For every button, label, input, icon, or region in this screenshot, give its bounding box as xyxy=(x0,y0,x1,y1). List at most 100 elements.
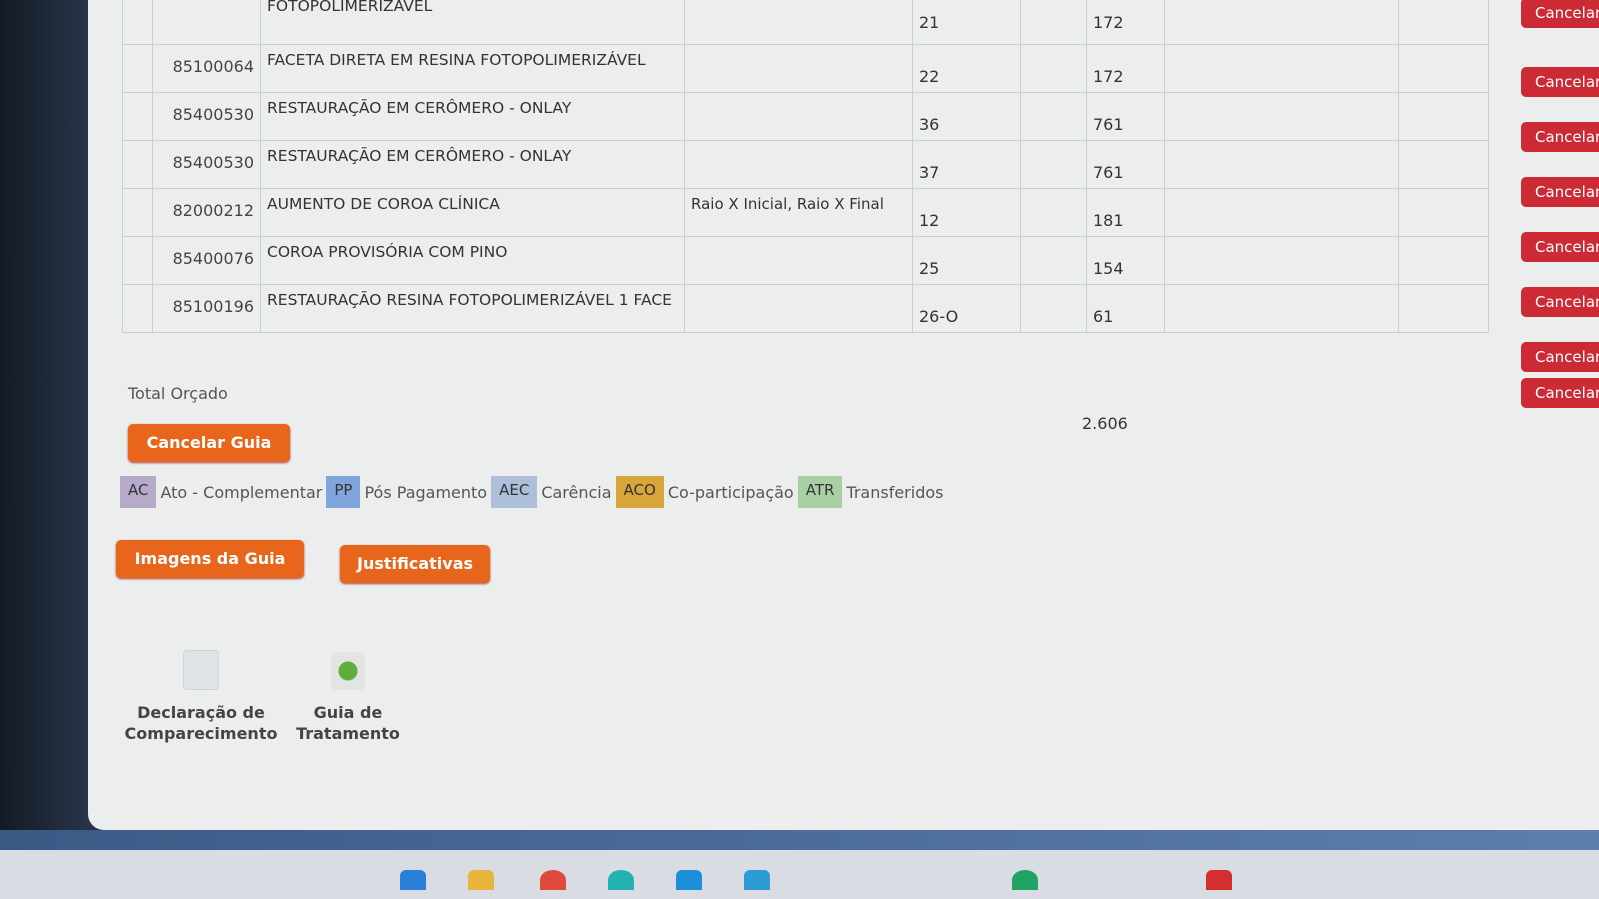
tooth-number: 37 xyxy=(912,140,1021,189)
procedure-observation xyxy=(684,44,913,93)
empty-cell xyxy=(1164,284,1399,333)
cancel-item-button[interactable]: Cancelar xyxy=(1521,287,1599,317)
tooth-number: 22 xyxy=(912,44,1021,93)
procedure-code: 82000212 xyxy=(152,188,261,237)
cancel-item-button[interactable]: Cancelar xyxy=(1521,342,1599,372)
procedure-value: 154 xyxy=(1086,236,1165,285)
procedure-code: 85100064 xyxy=(152,44,261,93)
window-border xyxy=(0,830,1599,850)
empty-cell xyxy=(1164,140,1399,189)
empty-cell xyxy=(1020,92,1087,141)
cancel-item-button[interactable]: Cancelar xyxy=(1521,232,1599,262)
table-row: FOTOPOLIMERIZÁVEL 21 172 xyxy=(122,0,1489,45)
tooth-number: 25 xyxy=(912,236,1021,285)
table-row: 85100064 FACETA DIRETA EM RESINA FOTOPOLI… xyxy=(122,44,1489,93)
taskbar-app-icon[interactable] xyxy=(400,870,426,890)
empty-cell xyxy=(1398,140,1489,189)
cancel-item-button[interactable]: Cancelar xyxy=(1521,378,1599,408)
empty-cell xyxy=(1398,92,1489,141)
procedure-observation xyxy=(684,140,913,189)
procedure-observation xyxy=(684,0,913,45)
tooth-number: 12 xyxy=(912,188,1021,237)
cancel-item-button[interactable]: Cancelar xyxy=(1521,0,1599,28)
taskbar-store-icon[interactable] xyxy=(676,870,702,890)
procedure-description: RESTAURAÇÃO EM CERÔMERO - ONLAY xyxy=(260,92,685,141)
treatment-guide-label: Guia de Tratamento xyxy=(296,703,400,743)
empty-cell xyxy=(1398,284,1489,333)
justifications-button[interactable]: Justificativas xyxy=(340,545,490,583)
taskbar-pdf-icon[interactable] xyxy=(1206,870,1232,890)
tooth-number: 26-O xyxy=(912,284,1021,333)
procedure-observation xyxy=(684,284,913,333)
table-row: 85400530 RESTAURAÇÃO EM CERÔMERO - ONLAY 3… xyxy=(122,92,1489,141)
attendance-declaration-label: Declaração de Comparecimento xyxy=(124,703,278,743)
taskbar-browser-icon[interactable] xyxy=(540,870,566,890)
taskbar xyxy=(0,850,1599,899)
taskbar-mail-icon[interactable] xyxy=(744,870,770,890)
document-check-icon xyxy=(331,652,365,690)
procedure-code: 85400530 xyxy=(152,140,261,189)
empty-cell xyxy=(1020,0,1087,45)
legend-badge-aco: ACO xyxy=(615,476,664,508)
empty-cell xyxy=(1164,0,1399,45)
table-row: 85100196 RESTAURAÇÃO RESINA FOTOPOLIMERIZ… xyxy=(122,284,1489,333)
table-row: 85400530 RESTAURAÇÃO EM CERÔMERO - ONLAY 3… xyxy=(122,140,1489,189)
row-select-cell xyxy=(122,140,153,189)
empty-cell xyxy=(1398,188,1489,237)
treatment-guide-link[interactable]: Guia de Tratamento xyxy=(290,652,406,744)
procedure-description: COROA PROVISÓRIA COM PINO xyxy=(260,236,685,285)
legend: AC Ato - Complementar PP Pós Pagamento AEC… xyxy=(120,476,947,508)
cancel-guide-button[interactable]: Cancelar Guia xyxy=(128,424,290,462)
empty-cell xyxy=(1020,140,1087,189)
procedure-value: 61 xyxy=(1086,284,1165,333)
taskbar-folder-icon[interactable] xyxy=(468,870,494,890)
row-select-cell xyxy=(122,284,153,333)
row-select-cell xyxy=(122,92,153,141)
attendance-declaration-link[interactable]: Declaração de Comparecimento xyxy=(116,650,286,744)
procedure-description: RESTAURAÇÃO RESINA FOTOPOLIMERIZÁVEL 1 F… xyxy=(260,284,685,333)
taskbar-chrome-icon[interactable] xyxy=(1012,870,1038,890)
tooth-number: 36 xyxy=(912,92,1021,141)
row-select-cell xyxy=(122,44,153,93)
empty-cell xyxy=(1164,236,1399,285)
procedure-code xyxy=(152,0,261,45)
row-select-cell xyxy=(122,0,153,45)
procedure-code: 85100196 xyxy=(152,284,261,333)
procedures-table: FOTOPOLIMERIZÁVEL 21 172 85100064 FACETA DIR… xyxy=(122,0,1489,333)
legend-label: Pós Pagamento xyxy=(364,482,488,502)
empty-cell xyxy=(1020,44,1087,93)
guide-images-button[interactable]: Imagens da Guia xyxy=(116,540,304,578)
procedure-description: FOTOPOLIMERIZÁVEL xyxy=(260,0,685,45)
row-select-cell xyxy=(122,188,153,237)
procedure-code: 85400530 xyxy=(152,92,261,141)
total-value: 2.606 xyxy=(1082,414,1128,433)
legend-badge-ac: AC xyxy=(120,476,157,508)
procedure-description: FACETA DIRETA EM RESINA FOTOPOLIMERIZÁVE… xyxy=(260,44,685,93)
empty-cell xyxy=(1164,188,1399,237)
legend-label: Co-participação xyxy=(667,482,794,502)
procedure-value: 172 xyxy=(1086,0,1165,45)
procedure-description: AUMENTO DE COROA CLÍNICA xyxy=(260,188,685,237)
legend-label: Ato - Complementar xyxy=(160,482,323,502)
legend-label: Carência xyxy=(541,482,612,502)
legend-label: Transferidos xyxy=(846,482,944,502)
procedure-description: RESTAURAÇÃO EM CERÔMERO - ONLAY xyxy=(260,140,685,189)
procedure-value: 181 xyxy=(1086,188,1165,237)
procedure-observation xyxy=(684,236,913,285)
empty-cell xyxy=(1398,236,1489,285)
procedure-value: 761 xyxy=(1086,140,1165,189)
legend-badge-atr: ATR xyxy=(797,476,843,508)
empty-cell xyxy=(1164,92,1399,141)
cancel-item-button[interactable]: Cancelar xyxy=(1521,67,1599,97)
empty-cell xyxy=(1020,284,1087,333)
empty-cell xyxy=(1164,44,1399,93)
procedure-code: 85400076 xyxy=(152,236,261,285)
legend-badge-pp: PP xyxy=(326,476,361,508)
table-row: 82000212 AUMENTO DE COROA CLÍNICA Raio X I… xyxy=(122,188,1489,237)
procedure-observation xyxy=(684,92,913,141)
cancel-item-button[interactable]: Cancelar xyxy=(1521,177,1599,207)
document-pen-icon xyxy=(183,650,219,690)
taskbar-edge-icon[interactable] xyxy=(608,870,634,890)
procedure-value: 761 xyxy=(1086,92,1165,141)
cancel-item-button[interactable]: Cancelar xyxy=(1521,122,1599,152)
